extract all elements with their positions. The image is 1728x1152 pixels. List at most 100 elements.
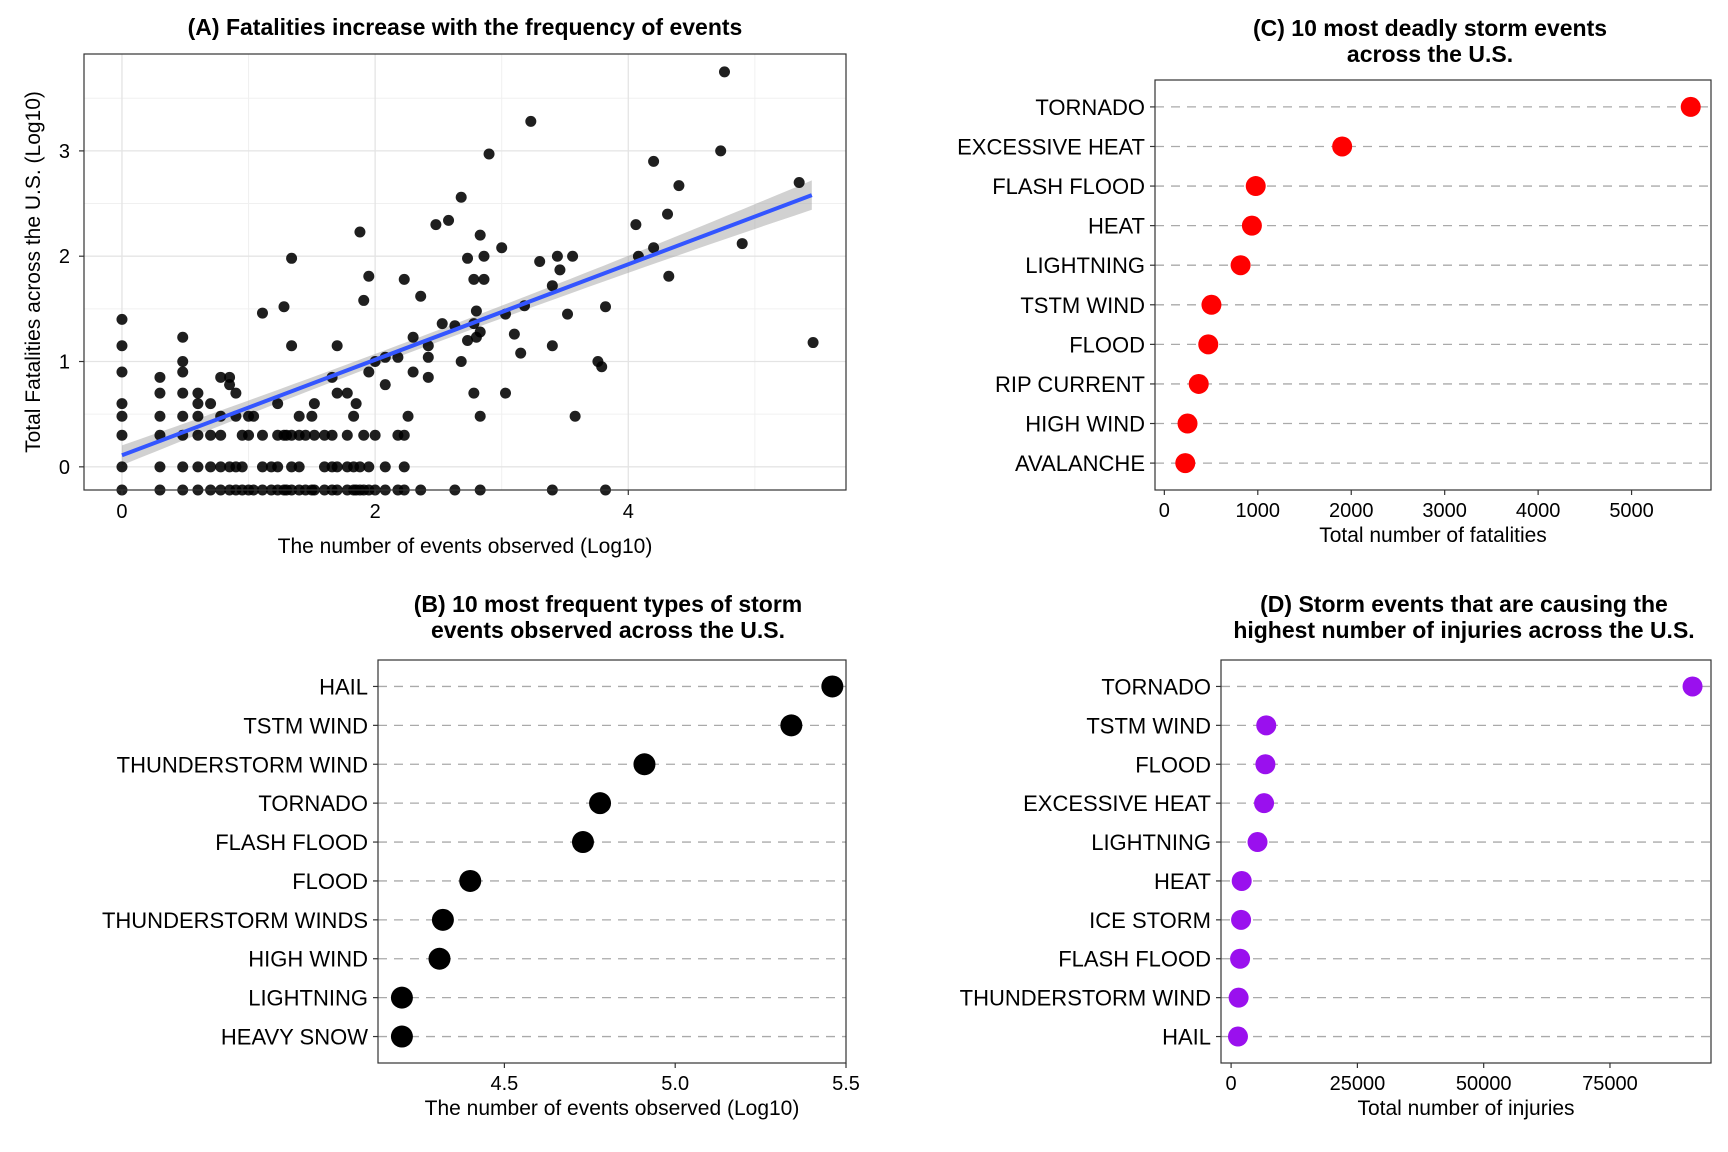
category-label: TSTM WIND bbox=[243, 713, 368, 738]
data-point bbox=[293, 410, 305, 422]
data-point bbox=[468, 273, 480, 285]
data-point bbox=[736, 238, 748, 250]
x-tick-label: 0 bbox=[116, 501, 127, 523]
x-tick-label: 1000 bbox=[1236, 500, 1281, 522]
panel-b: (B) 10 most frequent types of stormevent… bbox=[373, 591, 847, 1068]
data-point bbox=[1680, 96, 1701, 117]
data-point bbox=[474, 229, 486, 241]
data-point bbox=[358, 429, 370, 441]
data-point bbox=[205, 461, 217, 473]
data-point bbox=[154, 410, 166, 422]
data-point bbox=[272, 461, 284, 473]
category-label: HIGH WIND bbox=[1025, 412, 1145, 437]
data-point bbox=[192, 410, 204, 422]
data-point bbox=[236, 461, 248, 473]
category-label: TORNADO bbox=[1101, 674, 1211, 699]
data-point bbox=[354, 226, 366, 238]
data-point bbox=[468, 387, 480, 399]
data-point bbox=[500, 387, 512, 399]
data-point bbox=[398, 273, 410, 285]
category-label: FLASH FLOOD bbox=[215, 830, 368, 855]
data-point bbox=[496, 242, 508, 254]
data-point bbox=[278, 301, 290, 313]
x-tick-label: 3000 bbox=[1422, 500, 1467, 522]
plot-background bbox=[378, 660, 846, 1063]
data-point bbox=[407, 366, 419, 378]
data-point bbox=[807, 337, 819, 349]
data-point bbox=[470, 305, 482, 317]
data-point bbox=[571, 831, 594, 854]
data-point bbox=[1231, 870, 1252, 891]
x-tick-label: 5.5 bbox=[832, 1073, 860, 1095]
data-point bbox=[192, 387, 204, 399]
category-label: THUNDERSTORM WIND bbox=[960, 986, 1211, 1011]
data-point bbox=[1241, 215, 1262, 236]
data-point bbox=[474, 326, 486, 338]
data-point bbox=[648, 242, 660, 254]
data-point bbox=[390, 1025, 413, 1048]
data-point bbox=[430, 219, 442, 231]
data-point bbox=[215, 461, 227, 473]
category-label: HEAT bbox=[1154, 869, 1211, 894]
category-label: EXCESSIVE HEAT bbox=[1023, 791, 1211, 816]
data-point bbox=[483, 148, 495, 160]
x-axis-label: The number of events observed (Log10) bbox=[278, 535, 653, 558]
data-point bbox=[1188, 373, 1209, 394]
data-point bbox=[546, 340, 558, 352]
data-point bbox=[205, 398, 217, 410]
category-label: EXCESSIVE HEAT bbox=[957, 134, 1145, 159]
data-point bbox=[821, 675, 844, 698]
data-point bbox=[1198, 334, 1219, 355]
data-point bbox=[1230, 948, 1251, 969]
category-label: TSTM WIND bbox=[1086, 713, 1211, 738]
data-point bbox=[341, 387, 353, 399]
data-point bbox=[177, 331, 189, 343]
data-point bbox=[318, 429, 330, 441]
data-point bbox=[116, 313, 128, 325]
data-point bbox=[177, 461, 189, 473]
category-label: ICE STORM bbox=[1089, 908, 1211, 933]
data-point bbox=[154, 371, 166, 383]
data-point bbox=[308, 429, 320, 441]
x-tick-label: 2 bbox=[370, 501, 381, 523]
data-point bbox=[224, 379, 236, 391]
category-label: LIGHTNING bbox=[1091, 830, 1211, 855]
data-point bbox=[1228, 987, 1249, 1008]
plot-border bbox=[1220, 659, 1712, 1064]
data-point bbox=[562, 308, 574, 320]
y-tick-label: 3 bbox=[59, 141, 70, 163]
chart-title: highest number of injuries across the U.… bbox=[1233, 617, 1694, 643]
data-point bbox=[286, 252, 298, 264]
data-point bbox=[1231, 909, 1252, 930]
data-point bbox=[422, 340, 434, 352]
data-point bbox=[422, 351, 434, 363]
data-point bbox=[474, 410, 486, 422]
data-point bbox=[248, 410, 260, 422]
regression-line bbox=[121, 193, 813, 458]
data-point bbox=[508, 328, 520, 340]
data-point bbox=[398, 429, 410, 441]
x-tick-label: 4.5 bbox=[490, 1073, 518, 1095]
data-point bbox=[1255, 754, 1276, 775]
category-label: RIP CURRENT bbox=[995, 372, 1145, 397]
chart-title: (A) Fatalities increase with the frequen… bbox=[188, 14, 743, 40]
data-point bbox=[596, 361, 608, 373]
data-point bbox=[363, 366, 375, 378]
data-point bbox=[286, 461, 298, 473]
data-point bbox=[648, 155, 660, 167]
data-point bbox=[1201, 294, 1222, 315]
category-label: AVALANCHE bbox=[1015, 451, 1145, 476]
data-point bbox=[116, 429, 128, 441]
data-point bbox=[177, 410, 189, 422]
data-point bbox=[415, 290, 427, 302]
x-axis-label: Total number of fatalities bbox=[1319, 524, 1547, 547]
data-point bbox=[1177, 413, 1198, 434]
data-point bbox=[459, 869, 482, 892]
data-point bbox=[793, 176, 805, 188]
plot-border bbox=[1154, 79, 1712, 491]
category-label: THUNDERSTORM WIND bbox=[117, 752, 368, 777]
data-point bbox=[1245, 176, 1266, 197]
data-point bbox=[256, 307, 268, 319]
data-point bbox=[192, 398, 204, 410]
